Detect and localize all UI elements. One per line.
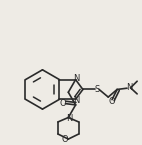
Text: N: N bbox=[66, 114, 72, 123]
Text: S: S bbox=[95, 85, 100, 94]
Text: N: N bbox=[73, 75, 80, 84]
Text: O: O bbox=[108, 97, 115, 106]
Text: N: N bbox=[73, 96, 79, 105]
Text: O: O bbox=[62, 135, 68, 144]
Text: N: N bbox=[126, 83, 132, 92]
Text: O: O bbox=[59, 99, 66, 108]
